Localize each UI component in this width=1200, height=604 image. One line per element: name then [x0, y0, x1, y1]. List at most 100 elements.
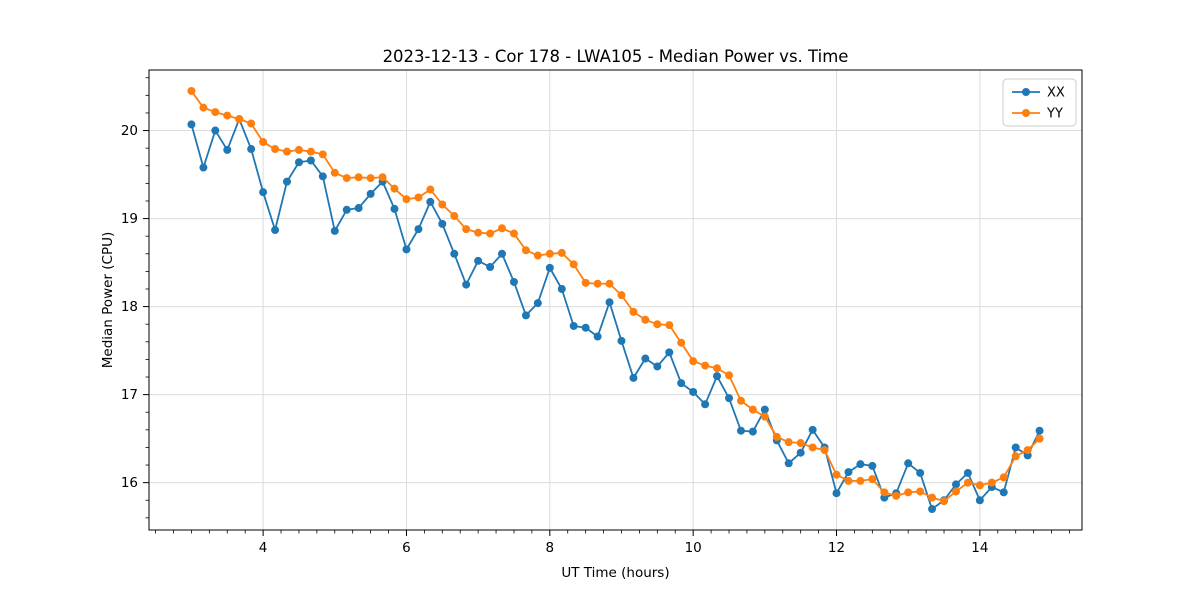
data-point-YY [462, 225, 471, 234]
data-point-XX [928, 505, 937, 514]
data-point-YY [689, 357, 698, 366]
data-point-YY [987, 478, 996, 487]
data-point-YY [748, 405, 757, 414]
data-point-YY [1023, 446, 1032, 455]
data-point-YY [975, 481, 984, 490]
data-point-XX [282, 177, 291, 186]
data-point-YY [306, 147, 315, 156]
data-point-YY [247, 119, 256, 128]
data-point-XX [211, 126, 220, 135]
data-point-XX [629, 373, 638, 382]
y-tick-label: 20 [121, 123, 138, 139]
data-point-YY [736, 396, 745, 405]
data-point-YY [617, 291, 626, 300]
data-point-YY [868, 475, 877, 484]
data-point-XX [223, 145, 232, 154]
data-point-YY [486, 229, 495, 238]
data-point-XX [318, 172, 327, 181]
series-XX-line [190, 118, 1041, 510]
data-point-YY [629, 307, 638, 316]
legend-box [1002, 78, 1077, 127]
data-point-XX [557, 285, 566, 293]
data-point-XX [796, 448, 805, 457]
data-point-XX [1035, 426, 1044, 435]
data-point-YY [342, 174, 351, 183]
data-point-XX [414, 225, 423, 234]
data-point-XX [665, 348, 674, 357]
data-point-YY [760, 412, 769, 421]
data-point-YY [1011, 452, 1020, 461]
data-point-YY [928, 493, 937, 502]
data-point-YY [1035, 434, 1044, 443]
series-XX-markers [187, 115, 1044, 514]
data-point-XX [259, 188, 268, 197]
data-point-XX [306, 156, 315, 165]
data-point-XX [748, 427, 757, 436]
data-point-YY [653, 320, 662, 329]
data-point-XX [975, 496, 984, 505]
data-point-YY [378, 173, 387, 182]
data-point-XX [760, 405, 769, 414]
data-point-YY [450, 211, 459, 220]
y-axis-label: Median Power (CPU) [100, 232, 116, 368]
data-point-XX [689, 387, 698, 396]
data-point-YY [963, 478, 972, 487]
data-point-XX [271, 226, 280, 235]
data-point-XX [462, 280, 471, 289]
data-point-YY [271, 145, 280, 154]
data-point-YY [784, 438, 793, 447]
data-point-YY [390, 184, 399, 193]
data-point-XX [509, 277, 518, 286]
legend-label-XX: XX [1047, 86, 1065, 101]
data-point-XX [450, 249, 459, 258]
data-point-XX [593, 332, 602, 341]
x-tick-label: 6 [402, 540, 411, 556]
data-point-XX [605, 298, 614, 307]
data-point-XX [725, 394, 733, 403]
data-point-YY [545, 249, 554, 258]
data-point-YY [892, 491, 901, 500]
data-point-XX [916, 468, 925, 477]
data-point-YY [916, 487, 925, 496]
data-point-YY [557, 248, 566, 257]
data-point-XX [533, 299, 542, 308]
data-point-XX [569, 321, 578, 330]
data-point-YY [940, 497, 949, 506]
data-point-XX [402, 245, 411, 254]
data-point-XX [545, 263, 554, 272]
data-point-YY [259, 138, 268, 146]
data-point-XX [426, 197, 435, 206]
x-tick-label: 8 [546, 540, 555, 556]
x-tick-label: 10 [685, 540, 702, 556]
data-point-XX [581, 323, 590, 332]
data-point-XX [247, 145, 256, 154]
y-tick-label: 19 [121, 211, 138, 227]
legend-label-YY: YY [1046, 107, 1063, 122]
data-point-YY [318, 150, 327, 159]
data-point-YY [354, 173, 363, 182]
data-point-XX [342, 205, 351, 214]
y-tick-label: 16 [121, 475, 138, 491]
data-point-YY [951, 487, 960, 496]
data-point-YY [330, 168, 339, 177]
data-point-YY [904, 488, 913, 497]
data-point-XX [486, 262, 495, 271]
data-point-YY [796, 439, 805, 448]
data-point-XX [784, 459, 793, 468]
data-point-YY [820, 446, 829, 455]
data-point-YY [677, 338, 686, 347]
data-point-YY [999, 473, 1008, 482]
data-point-YY [211, 108, 220, 117]
data-point-XX [294, 158, 303, 167]
data-point-XX [868, 461, 877, 470]
data-point-YY [844, 476, 853, 485]
y-tick-label: 17 [121, 387, 138, 403]
data-point-YY [235, 115, 244, 124]
data-point-XX [999, 488, 1008, 497]
y-tick-label: 18 [121, 299, 138, 315]
data-point-YY [772, 432, 781, 441]
x-axis-label: UT Time (hours) [561, 565, 669, 581]
